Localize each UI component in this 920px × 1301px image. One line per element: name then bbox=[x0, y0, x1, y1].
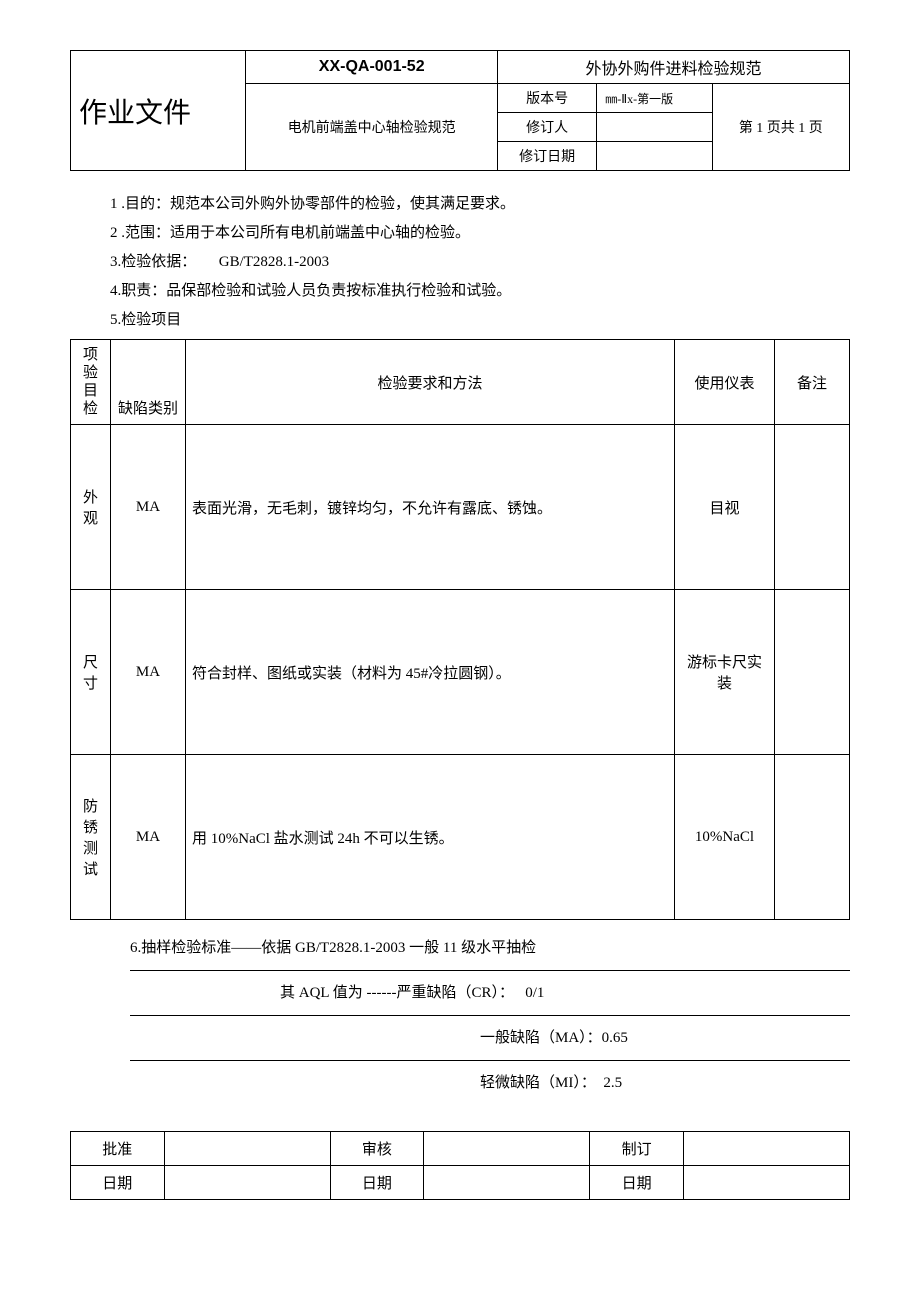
cell-defect: MA bbox=[111, 755, 186, 920]
date-label-1: 日期 bbox=[71, 1166, 165, 1200]
page-info: 第 1 页共 1 页 bbox=[712, 84, 849, 171]
section-purpose: 1 .目的：规范本公司外购外协零部件的检验，使其满足要求。 bbox=[110, 191, 850, 218]
cell-item: 防锈测试 bbox=[71, 755, 111, 920]
date-value-2 bbox=[424, 1166, 590, 1200]
inspection-table: 项验 目 检 缺陷类别 检验要求和方法 使用仪表 备注 外观 MA 表面光滑，无… bbox=[70, 339, 850, 920]
section-scope: 2 .范围：适用于本公司所有电机前端盖中心轴的检验。 bbox=[110, 220, 850, 247]
revise-date-value bbox=[597, 142, 712, 171]
section-items: 5.检验项目 bbox=[110, 307, 850, 334]
doc-code-cell: XX-QA-001-52 bbox=[246, 51, 498, 84]
cell-method: 用 10%NaCl 盐水测试 24h 不可以生锈。 bbox=[186, 755, 675, 920]
table-row: 尺寸 MA 符合封样、图纸或实装（材料为 45#冷拉圆钢）。 游标卡尺实装 bbox=[71, 590, 850, 755]
table-header-row: 项验 目 检 缺陷类别 检验要求和方法 使用仪表 备注 bbox=[71, 340, 850, 425]
date-value-3 bbox=[683, 1166, 849, 1200]
signature-table: 批准 审核 制订 日期 日期 日期 bbox=[70, 1131, 850, 1200]
date-value-1 bbox=[164, 1166, 330, 1200]
cell-note bbox=[775, 755, 850, 920]
table-row: 防锈测试 MA 用 10%NaCl 盐水测试 24h 不可以生锈。 10%NaC… bbox=[71, 755, 850, 920]
cell-instrument: 10%NaCl bbox=[675, 755, 775, 920]
cell-note bbox=[775, 425, 850, 590]
th-method: 检验要求和方法 bbox=[186, 340, 675, 425]
approve-label: 批准 bbox=[71, 1132, 165, 1166]
subtitle-cell: 电机前端盖中心轴检验规范 bbox=[246, 84, 498, 171]
review-value bbox=[424, 1132, 590, 1166]
th-instrument: 使用仪表 bbox=[675, 340, 775, 425]
draft-label: 制订 bbox=[590, 1132, 684, 1166]
section-basis: 3.检验依据： GB/T2828.1-2003 bbox=[110, 249, 850, 276]
review-label: 审核 bbox=[330, 1132, 424, 1166]
date-label-2: 日期 bbox=[330, 1166, 424, 1200]
revise-date-label: 修订日期 bbox=[497, 142, 596, 171]
document-header-table: 作业文件 XX-QA-001-52 外协外购件进料检验规范 电机前端盖中心轴检验… bbox=[70, 50, 850, 171]
date-row: 日期 日期 日期 bbox=[71, 1166, 850, 1200]
doc-type-cell: 作业文件 bbox=[71, 51, 246, 171]
sampling-standard: 6.抽样检验标准——依据 GB/T2828.1-2003 一般 11 级水平抽检 bbox=[130, 930, 850, 971]
section-list: 1 .目的：规范本公司外购外协零部件的检验，使其满足要求。 2 .范围：适用于本… bbox=[70, 191, 850, 334]
cell-method: 表面光滑，无毛刺，镀锌均匀，不允许有露底、锈蚀。 bbox=[186, 425, 675, 590]
sampling-section: 6.抽样检验标准——依据 GB/T2828.1-2003 一般 11 级水平抽检… bbox=[70, 930, 850, 1101]
draft-value bbox=[683, 1132, 849, 1166]
cell-item: 外观 bbox=[71, 425, 111, 590]
version-label: 版本号 bbox=[497, 84, 596, 113]
date-label-3: 日期 bbox=[590, 1166, 684, 1200]
version-value: ㎜-Ⅱx-第一版 bbox=[597, 84, 712, 113]
aql-cr: 其 AQL 值为 ------严重缺陷（CR）： 0/1 bbox=[130, 975, 850, 1016]
th-defect: 缺陷类别 bbox=[111, 340, 186, 425]
cell-defect: MA bbox=[111, 590, 186, 755]
th-note: 备注 bbox=[775, 340, 850, 425]
reviser-value bbox=[597, 113, 712, 142]
doc-name-cell: 外协外购件进料检验规范 bbox=[497, 51, 849, 84]
section-responsibility: 4.职责：品保部检验和试验人员负责按标准执行检验和试验。 bbox=[110, 278, 850, 305]
cell-instrument: 游标卡尺实装 bbox=[675, 590, 775, 755]
approve-value bbox=[164, 1132, 330, 1166]
th-item: 项验 目 检 bbox=[71, 340, 111, 425]
cell-instrument: 目视 bbox=[675, 425, 775, 590]
reviser-label: 修订人 bbox=[497, 113, 596, 142]
signature-row: 批准 审核 制订 bbox=[71, 1132, 850, 1166]
cell-method: 符合封样、图纸或实装（材料为 45#冷拉圆钢）。 bbox=[186, 590, 675, 755]
cell-note bbox=[775, 590, 850, 755]
aql-ma: 一般缺陷（MA）：0.65 bbox=[130, 1020, 850, 1061]
table-row: 外观 MA 表面光滑，无毛刺，镀锌均匀，不允许有露底、锈蚀。 目视 bbox=[71, 425, 850, 590]
cell-defect: MA bbox=[111, 425, 186, 590]
cell-item: 尺寸 bbox=[71, 590, 111, 755]
aql-mi: 轻微缺陷（MI）： 2.5 bbox=[130, 1065, 850, 1101]
